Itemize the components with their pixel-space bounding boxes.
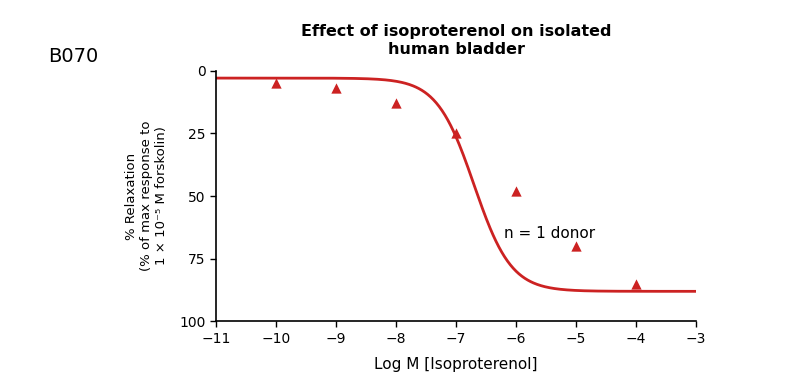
Title: Effect of isoproterenol on isolated
human bladder: Effect of isoproterenol on isolated huma…: [301, 24, 611, 57]
Point: [390, 100, 402, 106]
Point: [270, 80, 282, 86]
Text: n = 1 donor: n = 1 donor: [504, 226, 595, 241]
Y-axis label: % Relaxation
(% of max response to
1 × 10⁻⁵ M forskolin): % Relaxation (% of max response to 1 × 1…: [125, 121, 168, 271]
X-axis label: Log M [Isoproterenol]: Log M [Isoproterenol]: [374, 357, 538, 372]
Point: [630, 281, 642, 287]
Point: [450, 130, 462, 136]
Point: [570, 243, 582, 249]
Point: [510, 188, 522, 194]
Point: [330, 85, 342, 91]
Text: B070: B070: [48, 47, 98, 66]
